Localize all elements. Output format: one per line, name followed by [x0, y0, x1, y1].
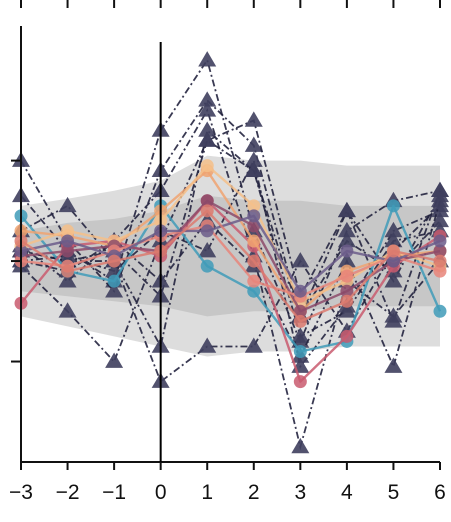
solid-series-line-3 — [20, 169, 441, 313]
dashed-series-2-marker-5 — [198, 91, 217, 107]
solid-series-7-point-5 — [200, 224, 214, 238]
dashed-series-2-marker-6 — [244, 136, 263, 152]
solid-series-6-point-8 — [340, 269, 354, 283]
dashed-series-4-marker-2 — [58, 302, 77, 318]
solid-series-8-point-10 — [433, 254, 447, 268]
dashed-series-2-marker-9 — [384, 272, 403, 288]
solid-series-7-point-7 — [293, 284, 307, 298]
solid-series-line-8 — [20, 209, 441, 323]
dashed-series-7-marker-10 — [431, 201, 449, 218]
x-tick-label-4: 0 — [155, 481, 167, 504]
x-tick-label-2: −2 — [56, 481, 80, 504]
x-tick-label-9: 5 — [388, 481, 400, 504]
solid-series-6-point-10 — [433, 264, 447, 278]
dashed-series-6-marker-5 — [198, 101, 217, 117]
dashed-series-line-2 — [20, 98, 441, 320]
dashed-series-6-marker-2 — [58, 272, 77, 288]
solid-series-8-point-7 — [293, 314, 307, 328]
solid-series-7-point-8 — [340, 244, 354, 258]
dashed-series-line-6 — [20, 108, 441, 451]
dashed-series-9-marker-9 — [384, 357, 403, 373]
dashed-series-4-marker-6 — [244, 111, 263, 127]
solid-series-4-point-6 — [247, 199, 261, 213]
solid-series-1-point-3 — [107, 274, 121, 288]
dashed-series-7-marker-5 — [198, 242, 217, 258]
dashed-series-line-1 — [20, 57, 441, 344]
dashed-series-5-marker-5 — [198, 337, 217, 353]
dashed-series-8-marker-10 — [431, 211, 449, 228]
solid-series-1-point-9 — [386, 199, 400, 213]
dashed-series-6-marker-7 — [291, 437, 310, 454]
solid-series-7-point-2 — [61, 234, 75, 248]
solid-series-8-point-8 — [340, 294, 354, 308]
solid-series-7-point-9 — [386, 254, 400, 268]
solid-series-2-point-7 — [293, 375, 307, 389]
solid-series-line-7 — [20, 214, 441, 293]
solid-series-1-point-10 — [433, 304, 447, 318]
solid-series-6-point-6 — [247, 274, 261, 288]
solid-series-8-point-9 — [386, 244, 400, 258]
dashed-series-9-marker-8 — [337, 252, 356, 268]
dashed-series-3-marker-2 — [58, 196, 77, 213]
solid-series-7-point-10 — [433, 234, 447, 248]
dashed-series-4-marker-3 — [105, 352, 124, 368]
dashed-series-5-marker-6 — [244, 337, 263, 353]
x-tick-label-1: −3 — [9, 481, 33, 504]
dashed-series-5-marker-7 — [291, 252, 310, 268]
x-tick-label-5: 1 — [201, 481, 213, 504]
solid-series-8-point-3 — [107, 254, 121, 268]
solid-series-5-point-8 — [340, 284, 354, 298]
solid-series-5-point-5 — [200, 194, 214, 208]
solid-series-line-6 — [20, 224, 441, 298]
dashed-series-line-5 — [20, 205, 441, 384]
dashed-series-9-marker-10 — [431, 191, 449, 208]
dashed-series-8-marker-6 — [244, 161, 263, 177]
solid-series-8-point-5 — [200, 204, 214, 218]
dashed-series-2-marker-3 — [105, 282, 124, 298]
dashed-series-8-marker-5 — [198, 131, 217, 147]
solid-series-5-point-10 — [433, 244, 447, 258]
dashed-series-4-marker-8 — [337, 201, 356, 218]
dashed-series-7-marker-6 — [244, 151, 263, 167]
dashed-series-3-marker-7 — [291, 327, 310, 343]
dashed-series-4-marker-10 — [431, 181, 449, 198]
dashed-series-1-marker-5 — [198, 51, 217, 67]
dashed-series-3-marker-5 — [198, 121, 217, 137]
solid-series-line-1 — [20, 204, 442, 353]
solid-series-1-point-6 — [247, 284, 261, 298]
dashed-series-1-marker-8 — [337, 221, 356, 238]
dashed-series-7-marker-9 — [384, 221, 403, 238]
solid-series-group — [14, 159, 447, 389]
solid-series-8-point-6 — [247, 254, 261, 268]
x-tick-label-8: 4 — [341, 481, 353, 504]
solid-series-1-point-5 — [200, 259, 214, 273]
solid-series-7-point-6 — [247, 209, 261, 223]
x-tick-label-7: 3 — [294, 481, 306, 504]
solid-series-8-point-2 — [61, 264, 75, 278]
solid-series-2-point-8 — [340, 329, 354, 343]
solid-series-5-point-2 — [61, 244, 75, 258]
solid-series-1-point-7 — [293, 344, 307, 358]
solid-series-5-point-7 — [293, 304, 307, 318]
dashed-series-6-marker-9 — [384, 307, 403, 323]
solid-series-4-point-2 — [61, 224, 75, 238]
dashed-series-line-9 — [20, 200, 441, 370]
axes: −3 −2 −1 0 1 2 3 4 5 6 — [9, 0, 446, 504]
dashed-series-3-marker-9 — [384, 231, 403, 248]
x-tick-label-3: −1 — [102, 481, 126, 504]
solid-series-4-point-5 — [200, 159, 214, 173]
x-tick-label-10: 6 — [434, 481, 446, 504]
x-tick-label-6: 2 — [248, 481, 260, 504]
solid-series-3-point-6 — [247, 234, 261, 248]
dashed-series-8-marker-8 — [337, 231, 356, 248]
